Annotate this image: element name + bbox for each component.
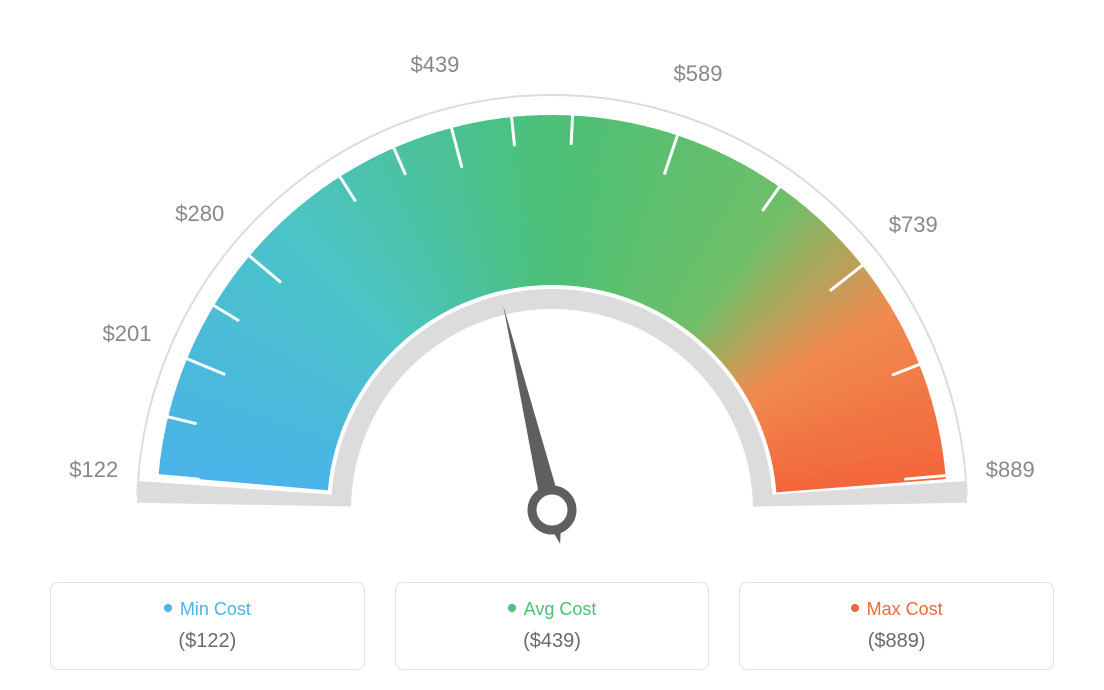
avg-cost-card: Avg Cost ($439) [395,582,710,670]
max-cost-label: Max Cost [867,599,943,619]
tick-label: $280 [175,201,224,227]
gauge-chart-container: $122 $201 $280 $439 $589 $739 $889 Min Cost ($… [0,0,1104,690]
max-dot-icon [851,604,859,612]
avg-cost-label: Avg Cost [524,599,597,619]
tick-label: $201 [103,321,152,347]
gauge-svg [0,0,1104,560]
avg-cost-title: Avg Cost [420,599,685,620]
tick-label: $889 [986,457,1035,483]
gauge: $122 $201 $280 $439 $589 $739 $889 [0,0,1104,560]
max-cost-title: Max Cost [764,599,1029,620]
tick-label: $739 [889,212,938,238]
min-cost-value: ($122) [75,630,340,653]
max-cost-value: ($889) [764,630,1029,653]
min-cost-label: Min Cost [180,599,251,619]
avg-cost-value: ($439) [420,630,685,653]
tick-label: $589 [674,61,723,87]
max-cost-card: Max Cost ($889) [739,582,1054,670]
tick-label: $122 [69,457,118,483]
min-cost-card: Min Cost ($122) [50,582,365,670]
summary-cards: Min Cost ($122) Avg Cost ($439) Max Cost… [50,582,1054,670]
min-cost-title: Min Cost [75,599,340,620]
tick-label: $439 [410,52,459,78]
min-dot-icon [164,604,172,612]
avg-dot-icon [508,604,516,612]
